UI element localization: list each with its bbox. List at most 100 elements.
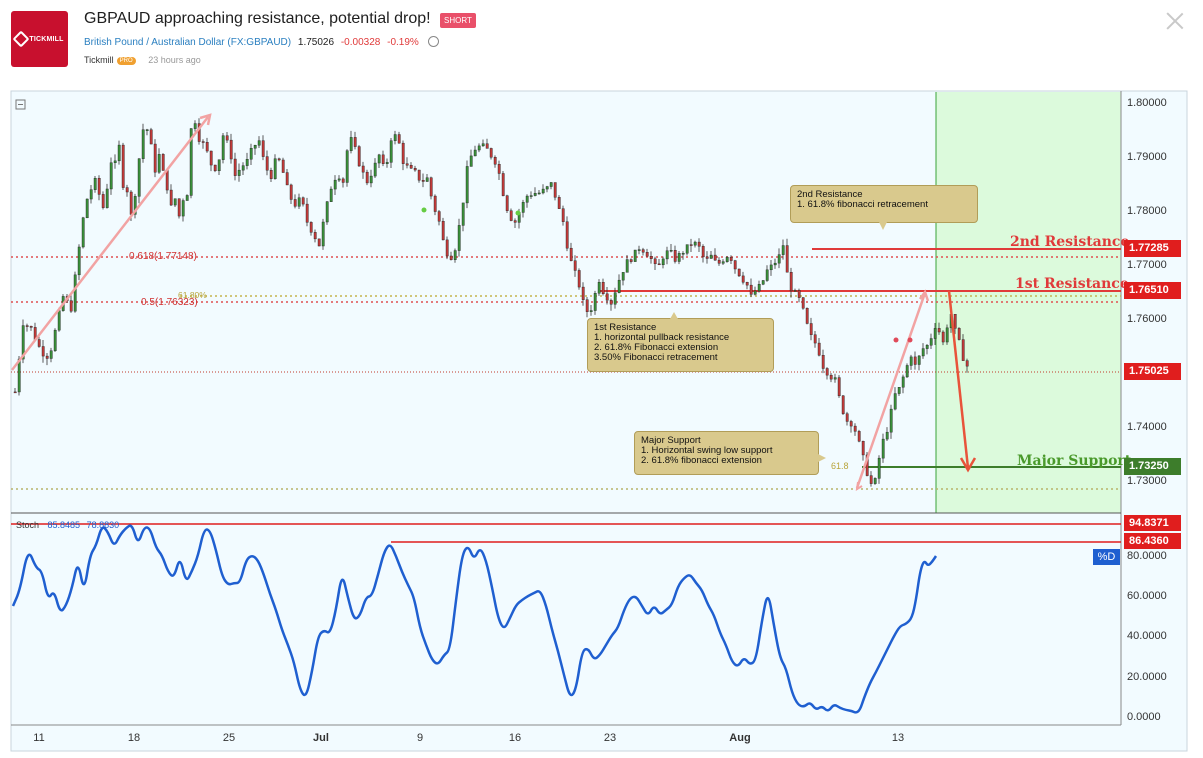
stoch-label: Stoch [16,520,40,530]
candle-body [825,368,829,376]
candle-body [209,150,213,166]
candle-body [421,180,425,182]
candle-body [453,250,457,260]
candle-body [689,244,693,246]
candle-body [289,184,293,200]
candle-body [93,178,97,190]
collapse-icon[interactable] [15,99,26,110]
stoch-k-value: 85.8485 [47,520,81,530]
price-tick: 1.76000 [1127,313,1167,325]
candle-body [905,365,909,378]
candle-body [661,258,665,266]
time-tick: Jul [313,732,329,744]
candle-body [213,164,217,172]
candle-body [573,260,577,271]
candle-body [133,196,137,215]
alarm-clock-icon[interactable] [427,36,439,47]
candle-body [229,139,233,160]
candle-body [581,286,585,300]
stoch-legend: Stoch 85.8485 78.8830 [16,520,119,530]
candle-body [49,350,53,359]
price-tick: 1.78000 [1127,205,1167,217]
candle-body [709,254,713,259]
stoch-tick: 80.0000 [1127,550,1167,562]
candle-body [253,145,257,149]
stoch-d-value: 78.8830 [86,520,120,530]
candle-body [85,198,89,219]
candle-body [737,268,741,277]
candle-body [373,162,377,177]
candle-body [857,431,861,442]
candle-body [833,377,837,380]
candle-body [469,155,473,167]
candle-body [657,263,661,266]
res1-annotation[interactable]: 1st Resistance 1. horizontal pullback re… [587,312,774,372]
candle-body [349,137,353,151]
candle-body [77,246,81,276]
candle-body [393,134,397,141]
res1-price-tag: 1.76510 [1124,282,1181,299]
candle-body [669,250,673,252]
candle-body [345,150,349,183]
candle-body [485,143,489,149]
time-tick: 18 [127,732,141,744]
candle-body [313,232,317,240]
candle-body [129,191,133,215]
stoch-tick: 20.0000 [1127,671,1167,683]
stoch-tick: 0.0000 [1127,711,1161,723]
candle-body [489,148,493,158]
candle-body [285,172,289,186]
author-name[interactable]: Tickmill [84,55,114,65]
candle-body [409,165,413,169]
candle-body [885,431,889,440]
candle-body [417,169,421,181]
candle-body [481,143,485,147]
time-ago: 23 hours ago [148,55,201,65]
candle-body [849,421,853,427]
candle-body [557,197,561,209]
candle-body [425,177,429,182]
time-tick: 16 [508,732,522,744]
candle-body [237,169,241,176]
candle-body [893,393,897,410]
time-tick: 11 [33,732,45,744]
signal-dot [515,210,521,216]
time-tick: 9 [416,732,424,744]
candle-body [617,279,621,293]
candle-body [225,135,229,141]
candle-body [665,250,669,260]
candle-body [365,171,369,184]
candle-body [509,210,513,221]
candle-body [69,300,73,312]
candle-body [353,137,357,147]
candle-body [113,160,117,163]
symbol-link[interactable]: (FX:GBPAUD) [227,37,292,48]
candle-body [585,299,589,312]
stoch-tick: 60.0000 [1127,590,1167,602]
candle-body [725,256,729,262]
price-tick: 1.79000 [1127,151,1167,163]
candle-body [953,314,957,329]
candle-body [561,208,565,222]
support-annotation[interactable]: Major Support 1. Horizontal swing low su… [634,431,826,475]
instrument-link[interactable]: British Pound / Australian Dollar [84,37,225,48]
res2-annotation[interactable]: 2nd Resistance 1. 61.8% fibonacci retrac… [790,185,978,230]
candle-body [937,328,941,333]
price-tick: 1.80000 [1127,97,1167,109]
res2-price-tag: 1.77285 [1124,240,1181,257]
candle-body [673,250,677,262]
candle-body [401,142,405,164]
candle-body [957,328,961,340]
candle-body [797,290,801,298]
candle-body [205,142,209,152]
candle-body [601,282,605,295]
candle-body [933,328,937,339]
signal-dot [893,337,899,343]
candle-body [593,293,597,311]
candle-body [29,325,33,328]
author-line: Tickmill PRO 23 hours ago [84,55,201,65]
current-price-tag: 1.75025 [1124,363,1181,380]
candle-body [337,178,341,181]
candle-body [333,179,337,190]
